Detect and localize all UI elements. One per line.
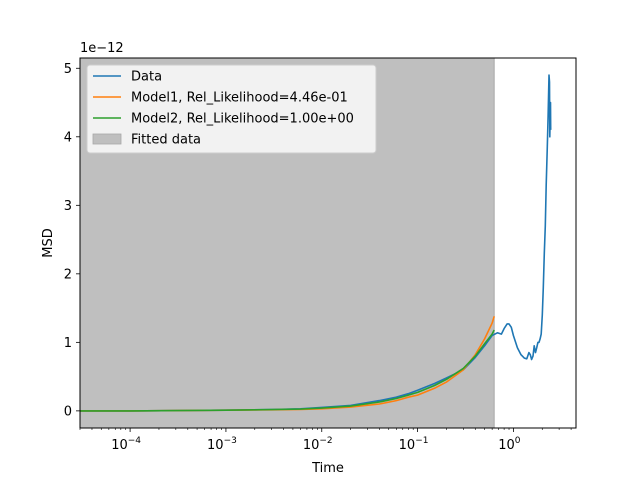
y-tick-label: 5 [64, 62, 72, 77]
y-ticks: 0 1 2 3 4 5 [64, 62, 80, 419]
legend-label: Data [131, 70, 162, 85]
y-axis-label: MSD [41, 228, 56, 257]
legend-label: Model2, Rel_Likelihood=1.00e+00 [131, 112, 354, 127]
plot-frame [79, 57, 577, 429]
series-line-1 [80, 74, 552, 412]
y-tick-label: 0 [64, 404, 72, 419]
x-tick-label: 10−1 [399, 436, 429, 453]
y-tick-label: 3 [64, 199, 72, 214]
y-tick-label: 2 [64, 267, 72, 282]
y-tick-label: 4 [64, 130, 72, 145]
y-tick-label: 1 [64, 336, 72, 351]
legend: Data Model1, Rel_Likelihood=4.46e-01 Model… [86, 64, 377, 154]
series-line-3 [80, 329, 495, 412]
legend-patch-fitted [92, 133, 122, 145]
x-tick-label: 10−4 [111, 436, 141, 453]
y-offset-text: 1e−12 [80, 41, 124, 56]
x-tick-label: 100 [498, 436, 521, 453]
x-tick-label: 10−3 [207, 436, 237, 453]
axes-layer [79, 57, 577, 429]
series-layer [80, 74, 552, 412]
x-ticks: 10−4 10−3 10−2 10−1 100 [79, 428, 572, 453]
legend-label: Fitted data [131, 133, 201, 148]
x-tick-label: 10−2 [303, 436, 333, 453]
x-axis-label: Time [311, 461, 344, 476]
legend-label: Model1, Rel_Likelihood=4.46e-01 [131, 91, 348, 106]
legend-box [86, 64, 377, 154]
